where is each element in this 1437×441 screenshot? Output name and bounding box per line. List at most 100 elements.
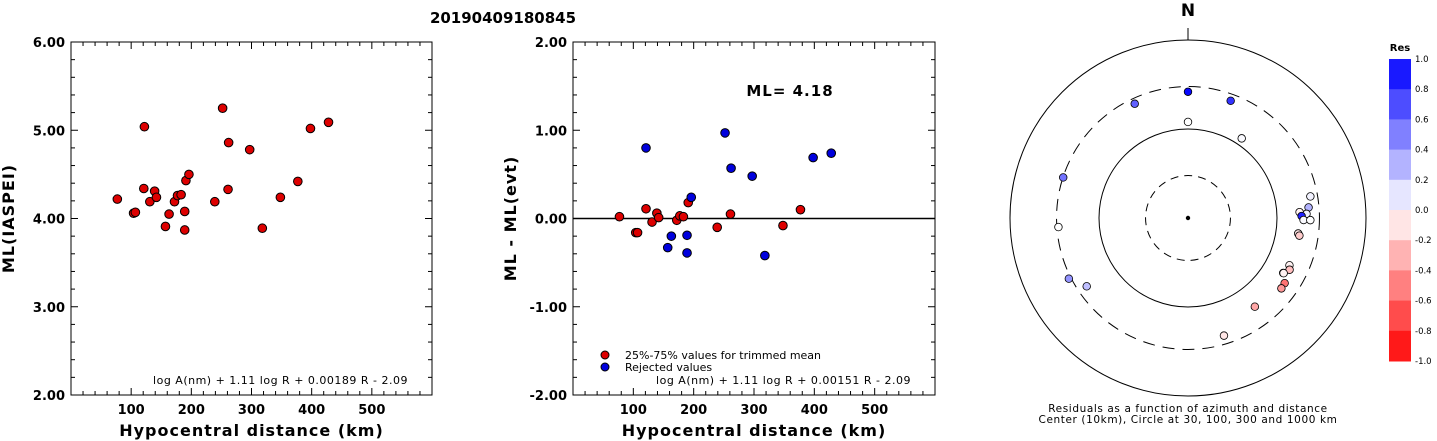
colorbar-tick-label: 0.4 (1415, 146, 1429, 156)
data-point (725, 209, 736, 219)
data-point (293, 176, 303, 187)
colorbar-segment (1389, 119, 1411, 151)
data-point (139, 121, 150, 132)
magnitude-annotation: ML= 4.18 (746, 82, 833, 100)
rejected-data-point (662, 242, 673, 253)
data-point (244, 144, 255, 155)
data-point (275, 192, 286, 203)
data-point (176, 189, 186, 200)
colorbar-tick-label: -0.8 (1415, 327, 1432, 337)
colorbar-tick-label: 0.0 (1415, 206, 1429, 216)
colorbar-segment (1389, 330, 1411, 362)
map-caption-line-2: Center (10km), Circle at 30, 100, 300 an… (1039, 414, 1338, 426)
rejected-data-point (682, 248, 692, 258)
data-point (112, 194, 123, 204)
x-tick-label: 400 (801, 403, 828, 418)
magnitude-formula: log A(nm) + 1.11 log R + 0.00189 R - 2.0… (153, 374, 408, 387)
x-tick-label: 200 (178, 403, 205, 418)
station-residual-point (1183, 87, 1193, 96)
colorbar-segment (1389, 179, 1411, 211)
distance-ring-300km (1056, 86, 1320, 350)
data-point (223, 184, 233, 195)
data-point (145, 196, 155, 207)
y-tick-label: 2.00 (33, 389, 65, 404)
station-residual-point (1059, 173, 1068, 182)
data-point (164, 209, 174, 219)
north-label: N (1181, 1, 1195, 21)
y-tick-label: -2.00 (530, 389, 567, 404)
rejected-data-point (747, 171, 757, 181)
data-point (795, 204, 806, 215)
y-tick-label: -1.00 (530, 301, 567, 316)
data-point (179, 225, 190, 235)
data-point (179, 206, 190, 217)
station-residual-point (1064, 274, 1074, 283)
data-point (217, 103, 228, 113)
rejected-data-point (666, 231, 677, 241)
x-tick-label: 200 (680, 403, 707, 418)
y-axis-label: ML(IASPEI) (0, 164, 18, 273)
legend-label: Rejected values (625, 361, 712, 374)
x-tick-label: 300 (740, 403, 767, 418)
data-point (641, 203, 651, 214)
station-residual-point (1295, 231, 1304, 240)
colorbar-tick-label: -1.0 (1415, 357, 1432, 367)
station-residual-point (1306, 192, 1315, 201)
rejected-data-point (682, 230, 692, 241)
data-point (130, 207, 141, 218)
y-axis-label: ML - ML(evt) (501, 156, 520, 282)
colorbar-segment (1389, 210, 1411, 241)
data-point (323, 117, 334, 128)
colorbar-tick-label: 1.0 (1415, 55, 1429, 65)
x-tick-label: 300 (238, 403, 265, 418)
colorbar-tick-label: 0.2 (1415, 176, 1429, 186)
station-residual-point (1279, 269, 1288, 278)
rejected-data-point (826, 148, 837, 158)
residual-vs-distance-panel: 100 200 300 400 500 -2.00 -1.00 0.00 1.00 2.00 Hyp… (501, 36, 936, 440)
station-residual-point (1250, 302, 1260, 311)
colorbar-segment (1389, 59, 1411, 90)
plot-frame (70, 41, 433, 396)
ml-vs-distance-panel: 100 200 300 400 500 2.00 3.00 4.00 5.00 6.00 Hypoc… (0, 36, 433, 440)
data-point (160, 221, 171, 232)
event-id-title: 20190409180845 (430, 9, 576, 27)
x-tick-label: 100 (620, 403, 647, 418)
azimuth-residual-map-panel: N Residuals as a function of azimuth and … (1009, 1, 1432, 426)
colorbar-tick-label: 0.8 (1415, 85, 1429, 95)
data-point (257, 223, 268, 234)
x-tick-label: 100 (118, 403, 145, 418)
station-residual-point (1219, 331, 1229, 340)
colorbar-tick-label: -0.2 (1415, 236, 1432, 246)
data-point (223, 137, 234, 148)
data-point (653, 212, 664, 223)
x-tick-label: 400 (298, 403, 325, 418)
data-point (712, 222, 722, 233)
rejected-data-point (760, 250, 770, 261)
colorbar-segment (1389, 270, 1411, 302)
x-axis-label: Hypocentral distance (km) (119, 421, 384, 440)
data-point (614, 211, 625, 222)
station-residual-point (1054, 222, 1063, 232)
data-point (184, 169, 194, 180)
y-tick-label: 2.00 (535, 36, 567, 51)
colorbar-segment (1389, 300, 1411, 332)
distance-ring-30km (1145, 175, 1231, 261)
station-residual-point (1082, 282, 1091, 291)
data-point (632, 227, 643, 238)
data-point (647, 217, 657, 227)
legend-label: 25%-75% values for trimmed mean (625, 349, 821, 362)
rejected-data-point (726, 163, 736, 173)
x-axis-label: Hypocentral distance (km) (622, 421, 887, 440)
colorbar-tick-label: -0.6 (1415, 297, 1432, 307)
station-residual-point (1130, 99, 1139, 108)
colorbar-tick-label: 0.6 (1415, 115, 1429, 125)
x-tick-label: 500 (861, 403, 888, 418)
station-residual-point (1277, 284, 1286, 293)
legend-marker (600, 350, 610, 360)
rejected-data-point (808, 152, 818, 163)
colorbar-title: Res (1390, 43, 1410, 54)
station-residual-point (1183, 117, 1193, 127)
rejected-data-point (641, 143, 651, 153)
colorbar-segment (1389, 240, 1411, 271)
